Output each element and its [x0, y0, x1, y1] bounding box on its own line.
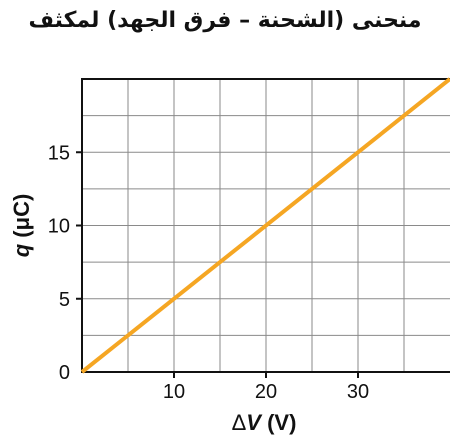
x-tick-label: 10 [163, 381, 185, 403]
x-axis-label-variable: V [246, 410, 263, 435]
x-tick-label: 30 [347, 381, 369, 403]
x-axis-label-symbol: Δ [232, 410, 247, 435]
y-tick-label: 15 [48, 142, 70, 164]
x-axis-label-unit: (V) [261, 410, 296, 435]
y-axis-label: q (μC) [9, 194, 34, 258]
y-tick-label: 0 [59, 362, 70, 384]
chart-title: منحنى (الشحنة – فرق الجهد) لمكثف [28, 8, 422, 33]
x-tick-label: 20 [255, 381, 277, 403]
y-tick-label: 10 [48, 216, 70, 238]
y-axis-label-variable: q [9, 243, 34, 257]
x-axis-label: ΔV (V) [232, 410, 297, 435]
y-axis-label-unit: (μC) [9, 194, 34, 244]
series-layer [80, 77, 450, 374]
series-line [80, 77, 450, 374]
tick-labels: 10 20 30 0 5 10 15 [48, 142, 369, 403]
y-tick-label: 5 [59, 289, 70, 311]
